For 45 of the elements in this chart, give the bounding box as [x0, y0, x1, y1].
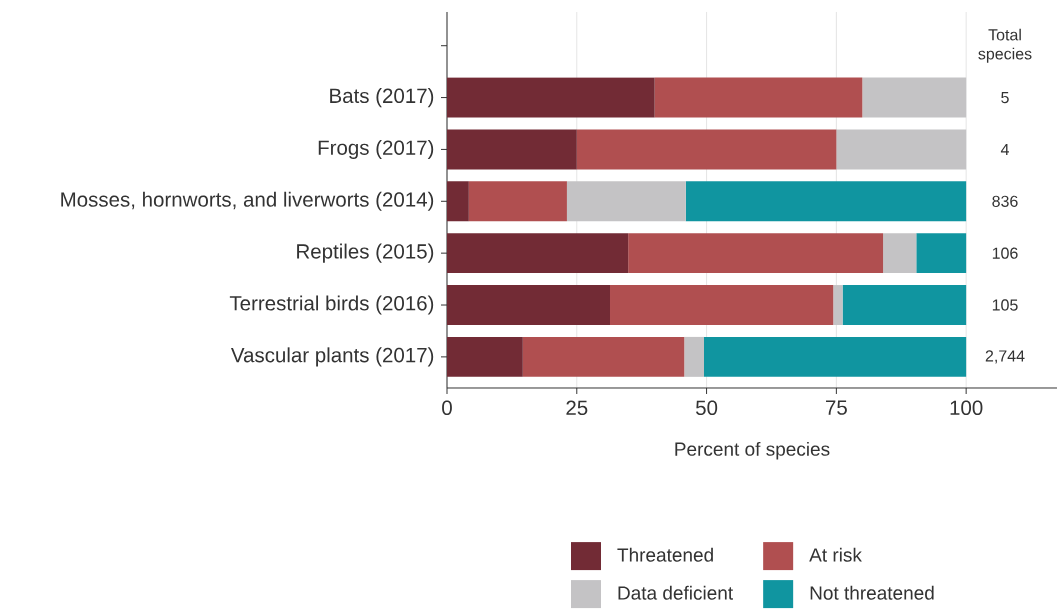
x-tick-label: 25: [566, 400, 588, 416]
y-tick-label: Mosses, hornworts, and liverworts (2014): [61, 191, 434, 211]
bar: [703, 336, 967, 377]
legend-label: Not threatened: [810, 585, 934, 600]
legend-label: Threatened: [617, 547, 713, 562]
annotation: 836: [992, 195, 1018, 207]
y-tick-label: Terrestrial birds (2016): [229, 295, 434, 315]
bar: [447, 285, 611, 325]
bar: [610, 285, 834, 325]
bar: [576, 129, 837, 170]
bar: [883, 233, 917, 274]
bar: [447, 129, 577, 170]
x-axis-title: Percent of species: [675, 441, 830, 460]
bar: [447, 77, 655, 118]
bar: [862, 77, 967, 118]
annotation: 4: [1000, 143, 1009, 155]
annotation: 5: [1001, 91, 1009, 104]
bar: [684, 336, 704, 377]
y-tick-label: Frogs (2017): [318, 139, 434, 159]
x-tick-label: 0: [442, 400, 452, 416]
bar: [447, 181, 469, 222]
bar: [468, 181, 567, 222]
annotation: Total species: [978, 28, 1032, 63]
annotation: 106: [992, 247, 1018, 259]
bar: [447, 233, 629, 274]
legend-label: Data deficient: [618, 585, 733, 600]
bar: [833, 285, 843, 325]
bar: [654, 77, 863, 118]
y-tick-label: Vascular plants (2017): [230, 347, 434, 367]
x-tick-label: 75: [826, 400, 847, 415]
bar: [685, 181, 967, 222]
bar: [447, 336, 523, 377]
bar: [522, 336, 685, 377]
bar: [916, 233, 967, 274]
y-tick-label: Reptiles (2015): [297, 243, 434, 263]
x-tick-label: 100: [950, 400, 983, 416]
bar: [842, 285, 967, 325]
x-tick-label: 50: [695, 400, 718, 416]
bar: [566, 181, 686, 222]
y-tick-label: Bats (2017): [330, 88, 434, 108]
annotation: 2,744: [985, 350, 1025, 364]
annotation: 105: [992, 299, 1018, 311]
legend-label: At risk: [809, 547, 862, 562]
bar: [836, 129, 967, 170]
bar: [628, 233, 884, 274]
